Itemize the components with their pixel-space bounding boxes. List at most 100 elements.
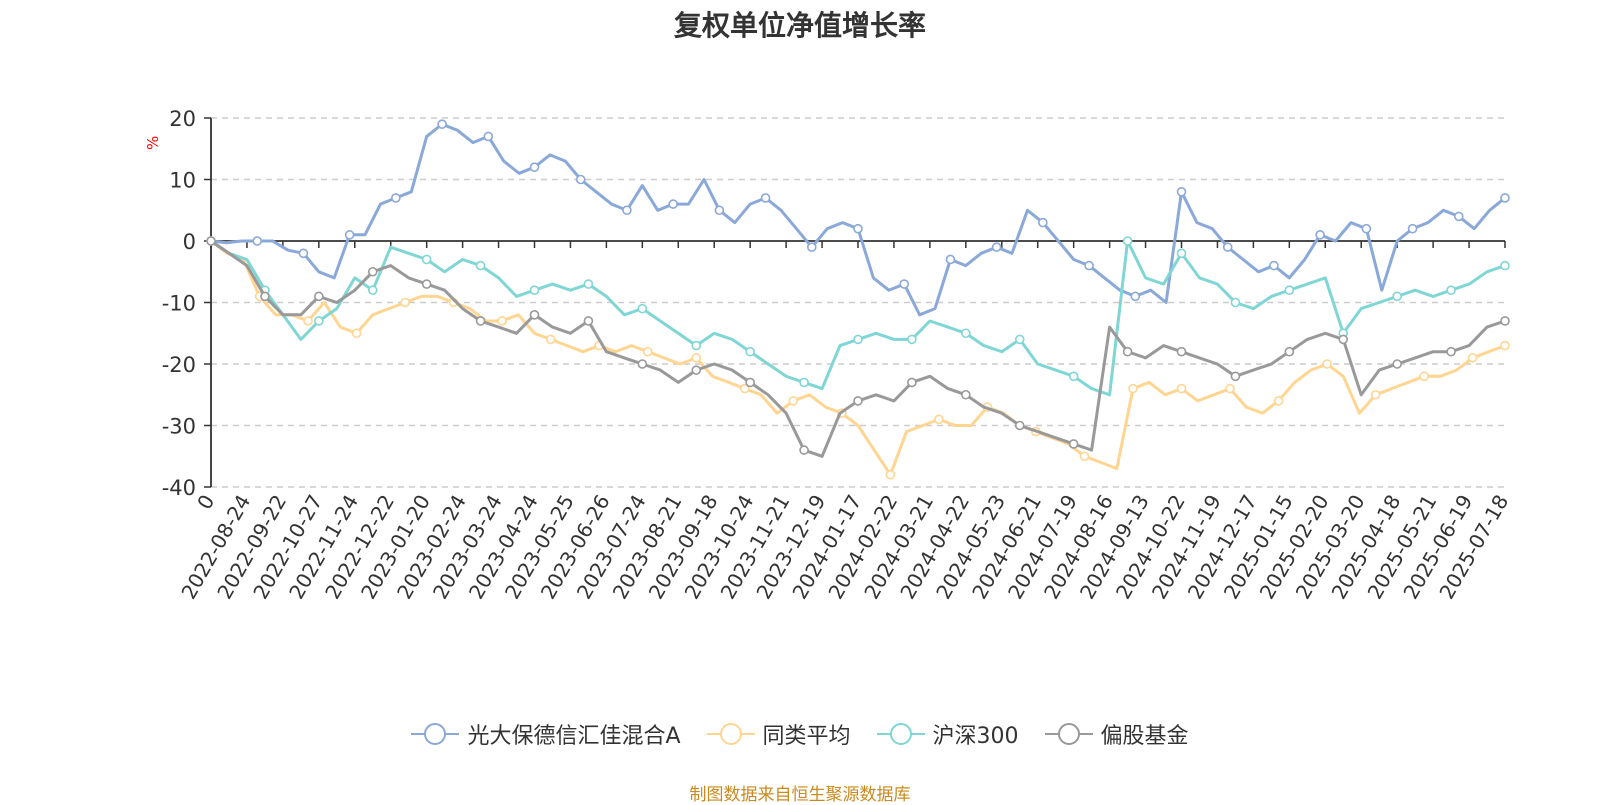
series-point-3: [314, 291, 324, 302]
series-point-3: [853, 396, 863, 406]
series-point-1: [1370, 389, 1381, 400]
chart-title: 复权单位净值增长率: [673, 9, 926, 42]
legend: 光大保德信汇佳混合A 同类平均 沪深300 偏股基金: [0, 718, 1600, 750]
series-point-1: [1079, 451, 1090, 462]
legend-item-1[interactable]: 同类平均: [706, 718, 851, 750]
legend-marker-icon: [706, 722, 755, 746]
series-point-1: [1419, 371, 1429, 382]
y-tick-label: 20: [169, 107, 196, 131]
axes: [204, 117, 1506, 488]
series-point-0: [1361, 223, 1372, 234]
series-line-0: [210, 122, 1506, 317]
series-point-0: [1407, 223, 1418, 234]
series-point-3: [1338, 334, 1349, 345]
series-point-0: [529, 162, 540, 172]
series-point-0: [991, 242, 1002, 252]
series-point-3: [529, 309, 540, 320]
series-point-0: [298, 248, 309, 259]
legend-marker-icon: [1044, 722, 1093, 746]
series-point-1: [1128, 383, 1138, 394]
series-point-3: [1500, 316, 1510, 326]
y-tick-label: -40: [162, 476, 196, 500]
series-point-1: [1225, 383, 1235, 394]
series-point-3: [961, 389, 971, 400]
series-point-1: [739, 383, 750, 394]
legend-label: 光大保德信汇佳混合A: [467, 724, 681, 749]
series-point-0: [252, 236, 263, 246]
series-point-3: [1230, 371, 1241, 382]
series-point-3: [1014, 420, 1025, 431]
series-point-2: [529, 285, 540, 296]
y-tick-label: -20: [162, 353, 196, 377]
series-point-2: [853, 334, 863, 345]
series-point-1: [303, 316, 313, 326]
series-point-2: [314, 316, 324, 326]
series-point-2: [421, 254, 432, 265]
legend-item-2[interactable]: 沪深300: [876, 718, 1019, 750]
series-point-1: [691, 353, 702, 363]
x-tick-label: 0: [192, 491, 219, 514]
series-point-1: [788, 396, 799, 406]
line-chart: 02022-08-242022-09-222022-10-272022-11-2…: [162, 107, 1514, 603]
series-point-1: [497, 316, 507, 326]
series-point-1: [351, 328, 362, 339]
series-point-0: [714, 205, 725, 216]
series-point-0: [1084, 260, 1094, 271]
series-point-0: [1038, 217, 1048, 228]
series-line-1: [210, 239, 1506, 477]
series-point-3: [475, 316, 486, 326]
y-tick-label: -30: [162, 415, 196, 439]
series-point-0: [760, 193, 771, 203]
series-point-1: [1273, 396, 1284, 406]
series-point-2: [691, 340, 702, 351]
series-point-1: [885, 469, 896, 480]
series-point-2: [1500, 260, 1510, 271]
series-point-0: [899, 279, 910, 289]
y-tick-label: -10: [162, 292, 196, 316]
legend-item-0[interactable]: 光大保德信汇佳混合A: [411, 718, 681, 750]
series-point-2: [1392, 291, 1402, 302]
series-point-0: [806, 242, 817, 252]
series-point-1: [934, 414, 944, 425]
series-point-0: [1500, 193, 1510, 203]
y-tick-label: 0: [183, 230, 196, 254]
series-point-0: [1222, 242, 1233, 252]
series-point-2: [745, 346, 755, 357]
series-point-3: [907, 377, 917, 388]
series-point-3: [260, 291, 270, 302]
series-point-3: [1176, 346, 1187, 357]
series-point-0: [1176, 187, 1187, 197]
series-point-3: [1284, 346, 1295, 357]
y-tick-labels: 20 10 0 -10 -20 -30 -40: [162, 107, 196, 500]
y-tick-label: 10: [169, 169, 196, 193]
series-point-3: [799, 445, 809, 455]
legend-label: 偏股基金: [1100, 724, 1189, 749]
series-lines: [206, 119, 1510, 480]
legend-item-3[interactable]: 偏股基金: [1044, 718, 1189, 750]
series-point-1: [1500, 340, 1510, 351]
series-point-2: [961, 328, 971, 339]
series-point-2: [583, 279, 594, 289]
series-point-0: [344, 230, 355, 240]
series-point-1: [1467, 353, 1478, 363]
series-point-3: [421, 279, 432, 289]
series-point-0: [437, 119, 447, 129]
series-point-0: [622, 205, 632, 216]
series-point-2: [1068, 371, 1079, 382]
series-point-0: [391, 193, 401, 203]
series-point-0: [1269, 260, 1279, 271]
legend-marker-icon: [876, 722, 925, 746]
series-point-3: [1068, 439, 1079, 449]
series-point-0: [1315, 230, 1325, 240]
legend-label: 沪深300: [932, 724, 1019, 749]
series-point-3: [206, 236, 216, 246]
x-tick-labels: 02022-08-242022-09-222022-10-272022-11-2…: [176, 490, 1513, 603]
series-point-2: [1014, 334, 1025, 345]
series-point-2: [475, 260, 486, 271]
series-point-3: [1122, 346, 1133, 357]
series-point-1: [1176, 383, 1187, 394]
series-point-3: [1446, 346, 1456, 357]
series-point-2: [1122, 236, 1133, 246]
series-point-2: [1230, 297, 1241, 308]
